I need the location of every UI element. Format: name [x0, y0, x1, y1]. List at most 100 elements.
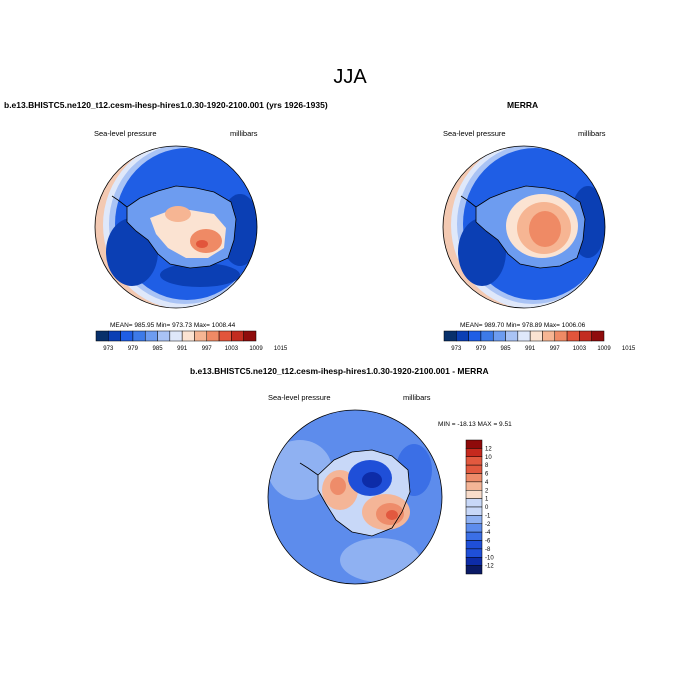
panel2-colorbar-swatch [456, 330, 469, 342]
panel1-colorbar-swatch [95, 330, 109, 342]
panel2-colorbar-swatch [554, 330, 568, 342]
panel3-colorbar-label: 10 [485, 455, 492, 461]
panel1-colorbar-label: 1015 [274, 346, 288, 352]
panel3-title: b.e13.BHISTC5.ne120_t12.cesm-ihesp-hires… [190, 366, 489, 376]
panel2-colorbar-swatch [468, 330, 482, 342]
panel1-colorbar-label: 991 [177, 346, 188, 352]
panel3-colorbar-swatch [465, 557, 483, 566]
panel2-units-label: millibars [578, 129, 606, 138]
panel2-map [442, 145, 606, 309]
map1-low-south [160, 263, 240, 287]
panel1-colorbar-label: 997 [202, 346, 213, 352]
panel2-title: MERRA [507, 100, 539, 110]
panel2-colorbar-label: 985 [501, 346, 512, 352]
map1-peninsula [111, 195, 128, 208]
panel1-colorbar-swatch [194, 330, 208, 342]
map3-weak-south [340, 538, 420, 582]
panel3-colorbar-label: 12 [485, 446, 492, 452]
map1-high-b [190, 229, 222, 253]
panel1-colorbar-label: 979 [128, 346, 139, 352]
panel3-colorbar-label: -1 [485, 513, 491, 519]
panel3-colorbar-label: -6 [485, 539, 491, 545]
panel2-variable-label: Sea-level pressure [443, 129, 506, 138]
map1-high-core [196, 240, 208, 248]
panel1-colorbar-label: 1003 [225, 346, 239, 352]
panel3-colorbar-swatch [465, 473, 483, 483]
panel1-title: b.e13.BHISTC5.ne120_t12.cesm-ihesp-hires… [4, 100, 328, 110]
panel2-colorbar-swatch [529, 330, 543, 342]
panel3-colorbar-swatch [465, 531, 483, 541]
panel2-stats: MEAN= 989.70 Min= 978.89 Max= 1006.06 [460, 322, 586, 329]
panel2-colorbar-swatch [566, 330, 580, 342]
map3-weak-west [268, 440, 332, 500]
panel3-colorbar-swatch [465, 540, 483, 550]
map3-pos-west-core [330, 477, 346, 495]
map3-neg-core [362, 472, 382, 488]
panel1-colorbar-swatch [218, 330, 232, 342]
panel1-colorbar-swatch [157, 330, 171, 342]
panel3-colorbar-swatch [465, 456, 483, 466]
panel1-colorbar-swatch [132, 330, 146, 342]
panel2-colorbar-swatch [579, 330, 592, 342]
map1-boundary [94, 145, 258, 309]
panel2-colorbar-swatch [542, 330, 556, 342]
panel3-colorbar-swatch [465, 490, 483, 499]
panel2-colorbar-swatch [492, 330, 506, 342]
panel2-colorbar-label: 991 [525, 346, 536, 352]
panel1-colorbar-swatch [169, 330, 183, 342]
map2-high-core [529, 211, 561, 247]
map2-peninsula [460, 195, 477, 208]
panel3-colorbar-swatch [465, 439, 483, 449]
panel1-map [94, 145, 258, 309]
panel2-colorbar-label: 997 [550, 346, 561, 352]
panel2-colorbar-swatch [517, 330, 531, 342]
panel3-colorbar-swatch [465, 515, 483, 524]
panel3-colorbar-label: 1 [485, 497, 489, 503]
panel3-colorbar-swatch [465, 448, 483, 457]
panel3-stats: MIN = -18.13 MAX = 9.51 [438, 421, 512, 428]
panel1-colorbar-label: 973 [103, 346, 114, 352]
panel2-colorbar-swatch [505, 330, 519, 342]
panel3-map [267, 409, 443, 585]
panel3-colorbar-swatch [465, 464, 483, 474]
panel1-colorbar-swatch [231, 330, 244, 342]
panel3-colorbar-label: -2 [485, 522, 491, 528]
panel1-variable-label: Sea-level pressure [94, 129, 157, 138]
panel2-colorbar-swatch [480, 330, 494, 342]
map3-coastline [317, 449, 411, 537]
panel2-colorbar-label: 1015 [622, 346, 636, 352]
panel1-colorbar-swatch [243, 330, 257, 342]
panel3-variable-label: Sea-level pressure [268, 393, 331, 402]
panel3-colorbar-label: 8 [485, 463, 489, 469]
map2-boundary [442, 145, 606, 309]
figure-title: JJA [333, 66, 367, 88]
panel3-colorbar-label: -12 [485, 564, 494, 570]
panel2-colorbar-label: 1009 [597, 346, 611, 352]
map3-peninsula [299, 462, 319, 476]
panel3-colorbar-swatch [465, 481, 483, 491]
panel1-colorbar: 973 979 985 991 997 1003 1009 1015 [95, 330, 288, 352]
panel1-colorbar-swatch [206, 330, 220, 342]
map1-high-a [165, 206, 191, 222]
panel2-colorbar-label: 973 [451, 346, 462, 352]
panel1-colorbar-label: 985 [153, 346, 164, 352]
panel3-colorbar-label: -4 [485, 530, 491, 536]
panel3-colorbar-swatch [465, 523, 483, 533]
map2-coastline [475, 185, 586, 269]
panel2-colorbar: 973 979 985 991 997 1003 1009 1015 [443, 330, 636, 352]
panel2-colorbar-label: 979 [476, 346, 487, 352]
panel3-colorbar-label: -10 [485, 555, 494, 561]
panel2-colorbar-label: 1003 [573, 346, 587, 352]
panel1-colorbar-swatch [108, 330, 121, 342]
panel3-colorbar-label: 0 [485, 505, 489, 511]
panel3-colorbar-label: 6 [485, 472, 489, 478]
panel1-units-label: millibars [230, 129, 258, 138]
panel3-colorbar-label: 2 [485, 488, 489, 494]
panel1-colorbar-swatch [181, 330, 195, 342]
panel3-colorbar-label: -8 [485, 547, 491, 553]
panel3-units-label: millibars [403, 393, 431, 402]
map1-coastline [126, 185, 237, 269]
panel1-colorbar-swatch [144, 330, 158, 342]
